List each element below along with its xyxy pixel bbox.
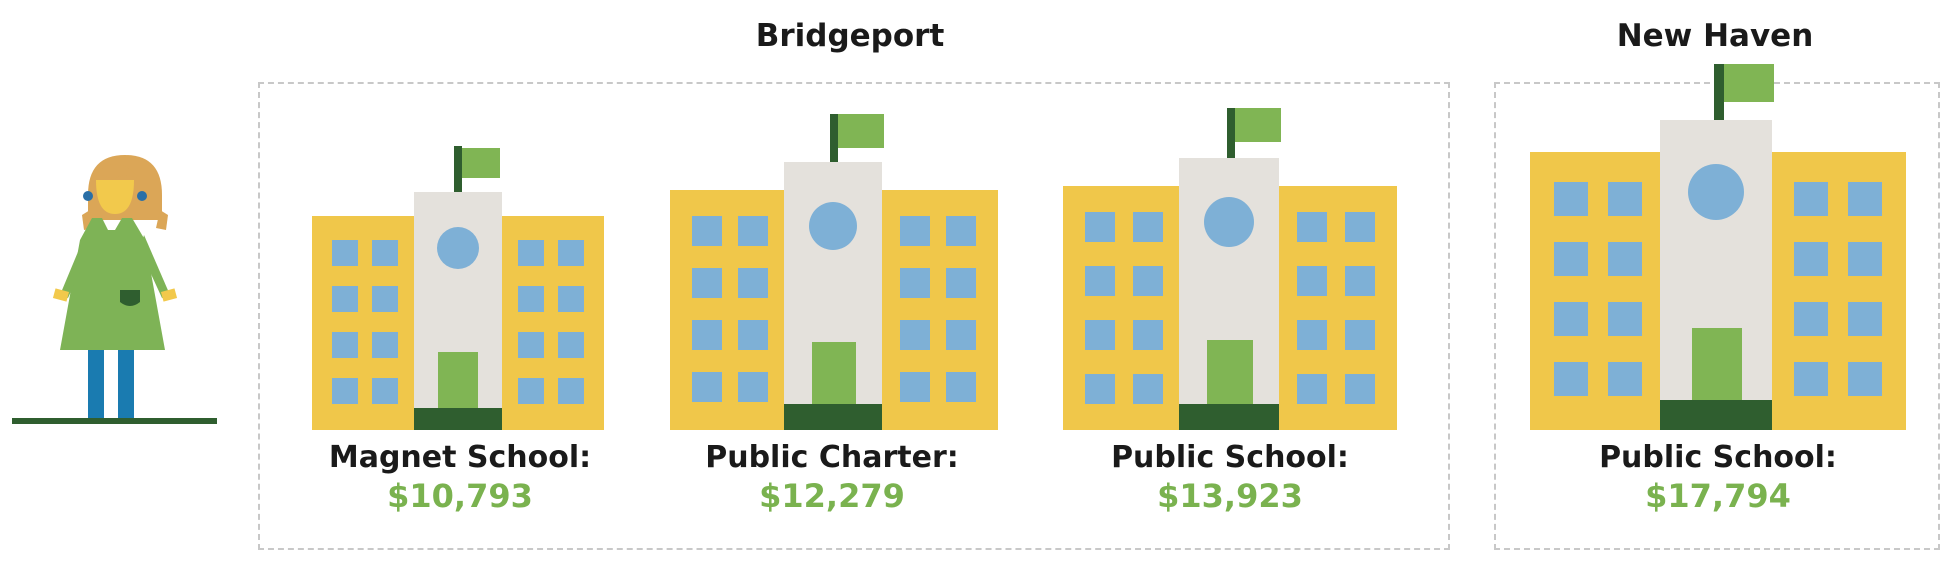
school-type-label: Public School: [1599, 440, 1837, 475]
school-building-icon [1063, 106, 1397, 430]
school-caption: Magnet School: $10,793 [300, 440, 620, 516]
group-title-new-haven: New Haven [1616, 18, 1814, 54]
school-caption: Public School: $13,923 [1070, 440, 1390, 516]
student-girl-icon [10, 150, 220, 434]
school-cost-value: $12,279 [759, 477, 905, 515]
school-caption: Public School: $17,794 [1558, 440, 1878, 516]
school-building-icon [312, 144, 604, 430]
school-building-icon [670, 112, 998, 430]
school-type-label: Magnet School: [328, 440, 592, 475]
school-building-icon [1530, 64, 1906, 430]
school-cost-value: $13,923 [1157, 477, 1303, 515]
school-cost-value: $10,793 [387, 477, 533, 515]
school-type-label: Public School: [1111, 440, 1349, 475]
group-title-bridgeport: Bridgeport [755, 18, 945, 54]
group-box-bridgeport [258, 82, 1450, 550]
school-cost-value: $17,794 [1645, 477, 1791, 515]
school-type-label: Public Charter: [705, 440, 959, 475]
school-caption: Public Charter: $12,279 [672, 440, 992, 516]
